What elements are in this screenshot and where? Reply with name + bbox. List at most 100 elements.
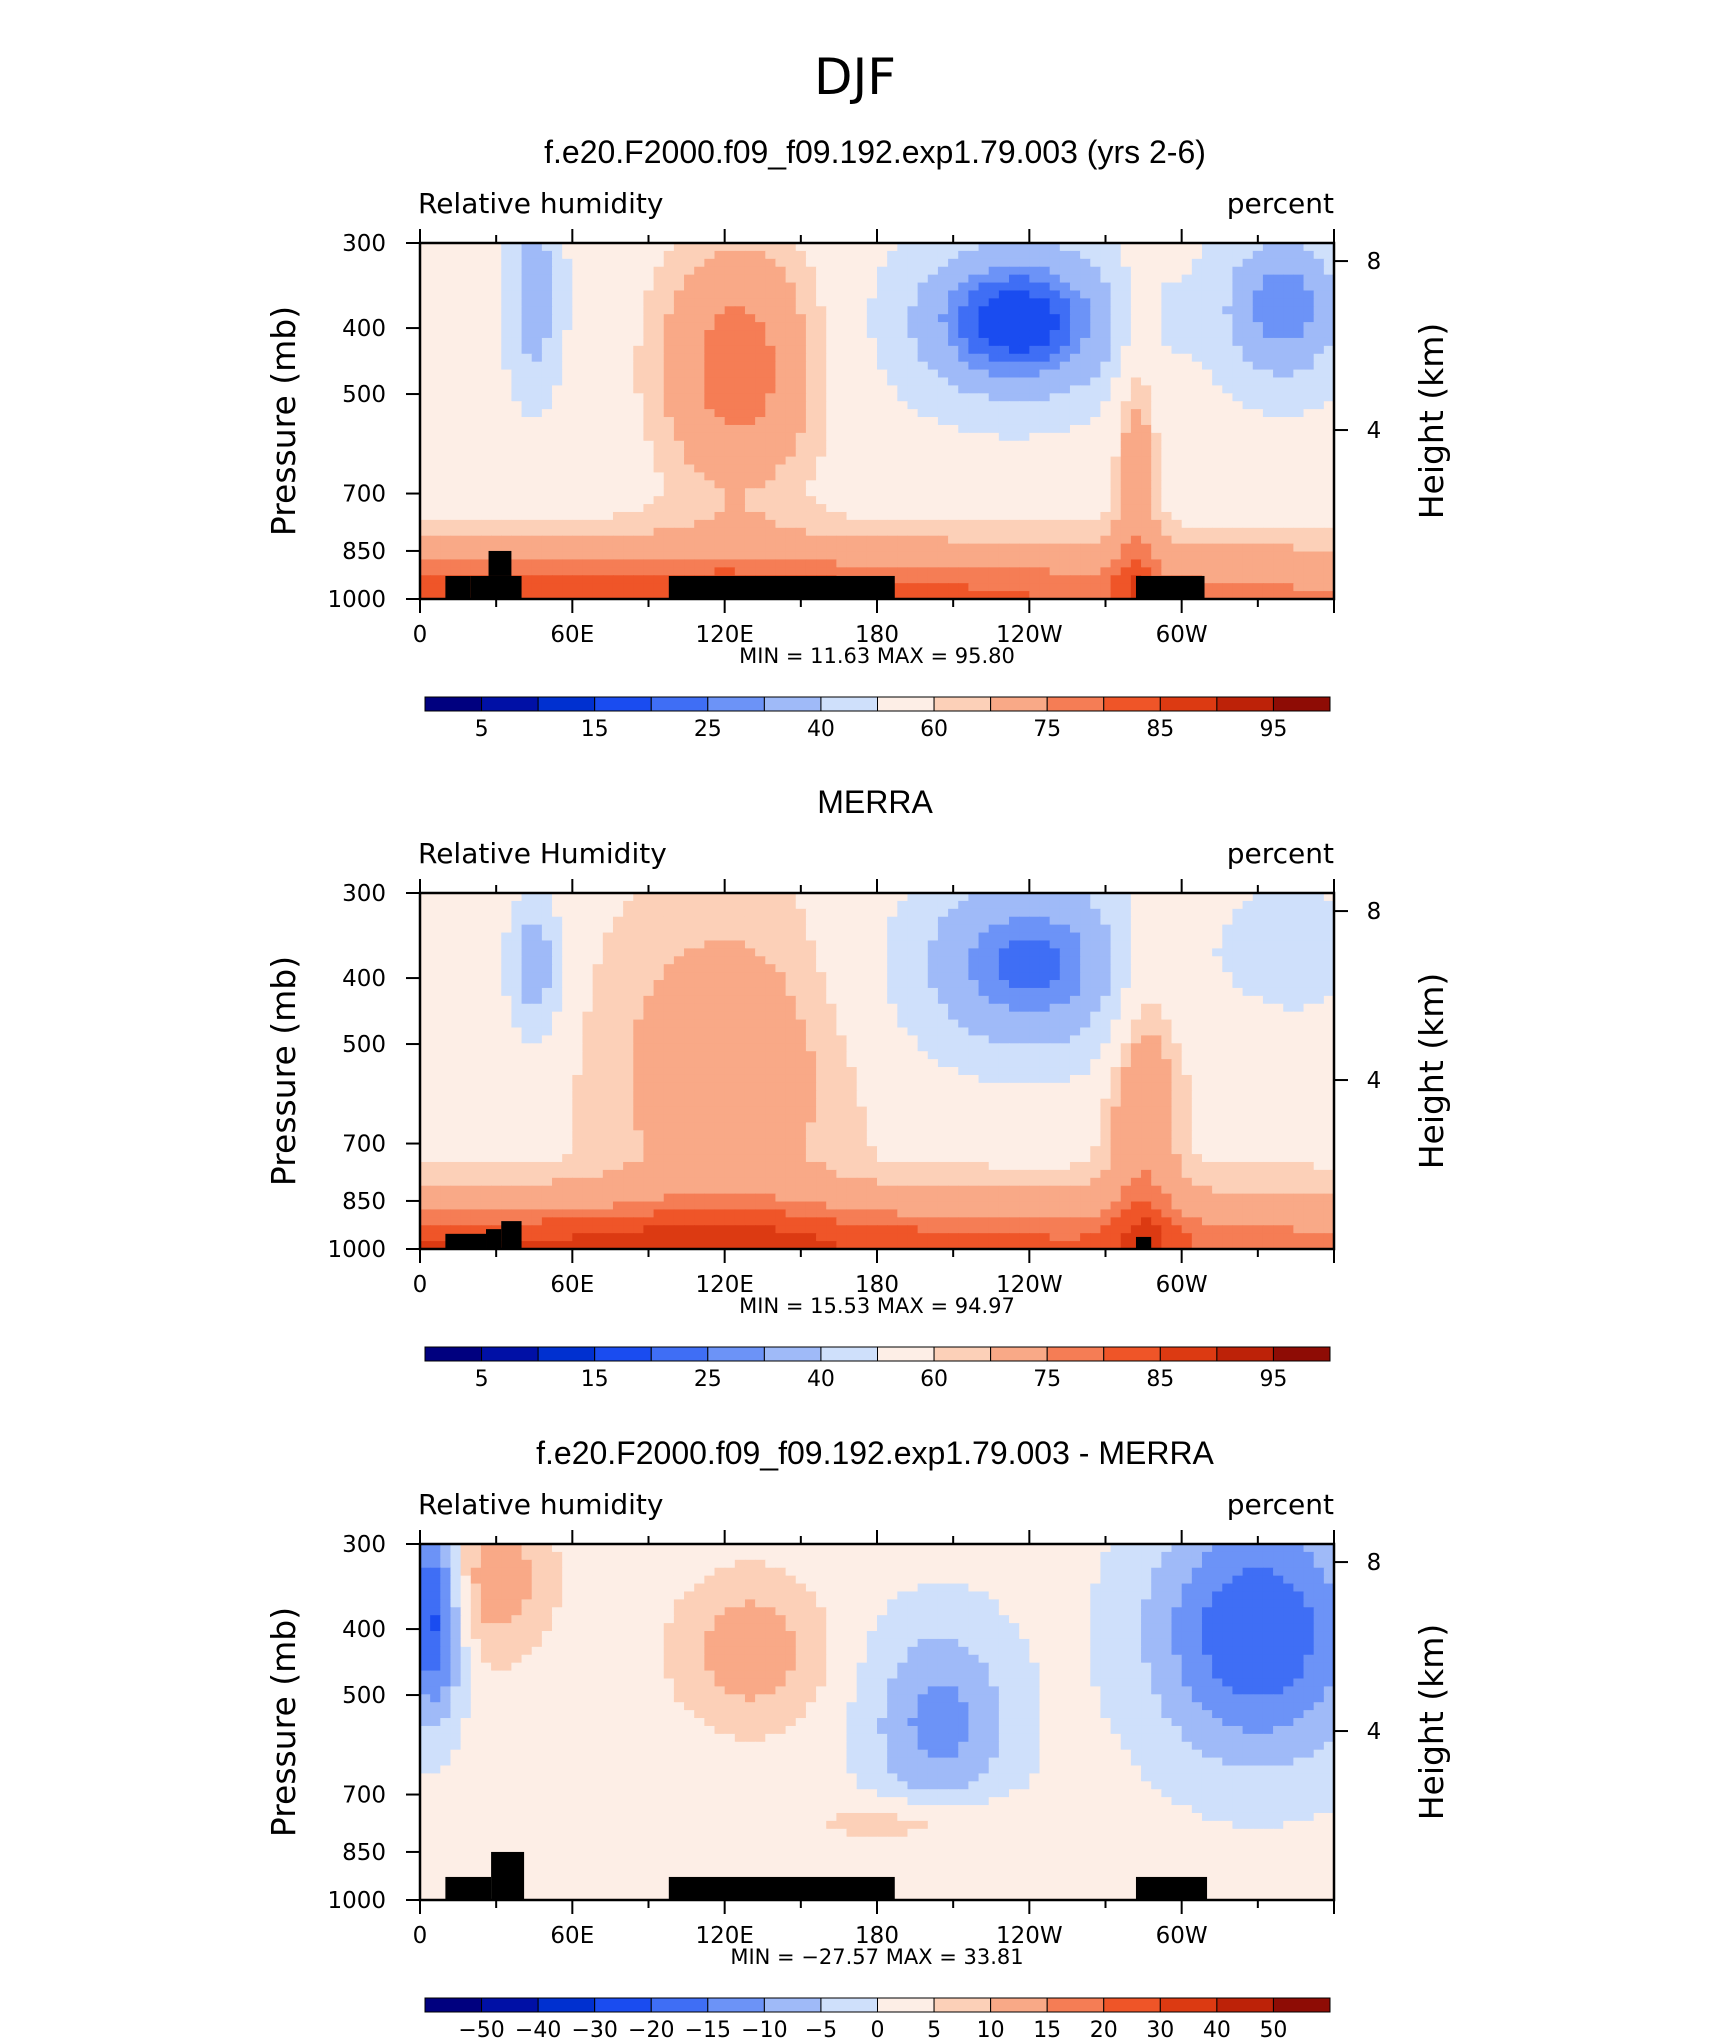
heatmap-cell — [491, 377, 502, 386]
heatmap-cell — [1039, 924, 1051, 934]
heatmap-cell — [1059, 591, 1071, 600]
heatmap-cell — [1110, 480, 1122, 489]
heatmap-cell — [1141, 924, 1152, 934]
heatmap-cell — [552, 345, 563, 355]
heatmap-cell — [1303, 250, 1315, 260]
heatmap-cell — [877, 908, 888, 918]
heatmap-cell — [927, 575, 939, 584]
heatmap-cell — [805, 916, 817, 926]
heatmap-cell — [440, 488, 452, 497]
heatmap-cell — [1019, 480, 1030, 489]
heatmap-cell — [1130, 298, 1142, 307]
heatmap-cell — [1029, 282, 1041, 292]
heatmap-cell — [1090, 330, 1102, 339]
heatmap-cell — [684, 535, 695, 545]
heatmap-cell — [1323, 535, 1335, 545]
heatmap-cell — [958, 409, 969, 418]
heatmap-cell — [1039, 519, 1051, 529]
heatmap-cell — [887, 440, 898, 450]
heatmap-cell — [1110, 893, 1122, 902]
heatmap-cell — [1222, 900, 1234, 910]
heatmap-cell — [826, 551, 837, 561]
heatmap-cell — [755, 511, 766, 521]
heatmap-cell — [1293, 916, 1305, 926]
heatmap-cell — [1110, 440, 1122, 450]
heatmap-cell — [552, 409, 563, 418]
heatmap-cell — [1080, 924, 1091, 934]
heatmap-cell — [1029, 448, 1041, 458]
heatmap-cell — [1313, 519, 1325, 529]
heatmap-cell — [653, 385, 665, 394]
heatmap-cell — [643, 424, 655, 434]
heatmap-cell — [755, 282, 766, 292]
heatmap-cell — [501, 900, 512, 910]
heatmap-cell — [1029, 591, 1041, 600]
heatmap-cell — [653, 480, 665, 489]
heatmap-cell — [958, 504, 969, 513]
heatmap-cell — [1049, 488, 1061, 497]
heatmap-cell — [1252, 282, 1264, 292]
heatmap-cell — [511, 369, 523, 379]
heatmap-cell — [1080, 417, 1091, 426]
heatmap-cell — [1130, 345, 1142, 355]
heatmap-cell — [1232, 543, 1244, 553]
heatmap-cell — [816, 306, 827, 315]
heatmap-cell — [734, 940, 746, 949]
heatmap-cell — [978, 432, 990, 442]
heatmap-cell — [1069, 480, 1081, 489]
heatmap-cell — [826, 282, 837, 292]
heatmap-cell — [795, 440, 807, 450]
heatmap-cell — [1029, 274, 1041, 284]
heatmap-cell — [968, 385, 980, 394]
heatmap-cell — [1181, 535, 1193, 545]
heatmap-cell — [1130, 424, 1142, 434]
heatmap-cell — [470, 932, 482, 942]
heatmap-cell — [521, 551, 533, 561]
heatmap-cell — [805, 464, 817, 474]
heatmap-cell — [1019, 306, 1030, 315]
heatmap-cell — [511, 448, 523, 458]
heatmap-cell — [1201, 551, 1213, 561]
heatmap-cell — [663, 266, 675, 276]
heatmap-cell — [948, 551, 959, 561]
heatmap-cell — [1252, 956, 1264, 965]
heatmap-cell — [440, 559, 452, 568]
heatmap-cell — [541, 551, 553, 561]
heatmap-cell — [805, 369, 817, 379]
heatmap-cell — [1110, 345, 1122, 355]
heatmap-cell — [612, 948, 624, 957]
heatmap-cell — [531, 535, 543, 545]
heatmap-cell — [907, 504, 919, 513]
heatmap-cell — [663, 964, 675, 973]
heatmap-cell — [988, 330, 1000, 339]
heatmap-cell — [856, 940, 868, 949]
heatmap-cell — [1181, 385, 1193, 394]
heatmap-cell — [948, 409, 959, 418]
heatmap-cell — [470, 298, 482, 307]
heatmap-cell — [562, 464, 573, 474]
heatmap-cell — [562, 369, 573, 379]
heatmap-cell — [460, 940, 472, 949]
heatmap-cell — [1171, 893, 1183, 902]
heatmap-cell — [1212, 519, 1223, 529]
heatmap-cell — [1283, 543, 1294, 553]
heatmap-cell — [1019, 519, 1030, 529]
heatmap-cell — [775, 243, 787, 252]
heatmap-cell — [907, 306, 919, 315]
heatmap-cell — [1232, 369, 1244, 379]
heatmap-cell — [1161, 948, 1173, 957]
heatmap-cell — [684, 527, 695, 537]
heatmap-cell — [765, 948, 777, 957]
heatmap-cell — [602, 424, 614, 434]
heatmap-cell — [1171, 472, 1183, 481]
heatmap-cell — [663, 440, 675, 450]
heatmap-cell — [1222, 298, 1234, 307]
heatmap-cell — [937, 298, 949, 307]
heatmap-cell — [1039, 527, 1051, 537]
heatmap-cell — [1100, 337, 1112, 347]
heatmap-cell — [1212, 424, 1223, 434]
heatmap-cell — [673, 298, 685, 307]
heatmap-cell — [785, 243, 797, 252]
heatmap-cell — [1019, 337, 1030, 347]
heatmap-cell — [1262, 417, 1274, 426]
